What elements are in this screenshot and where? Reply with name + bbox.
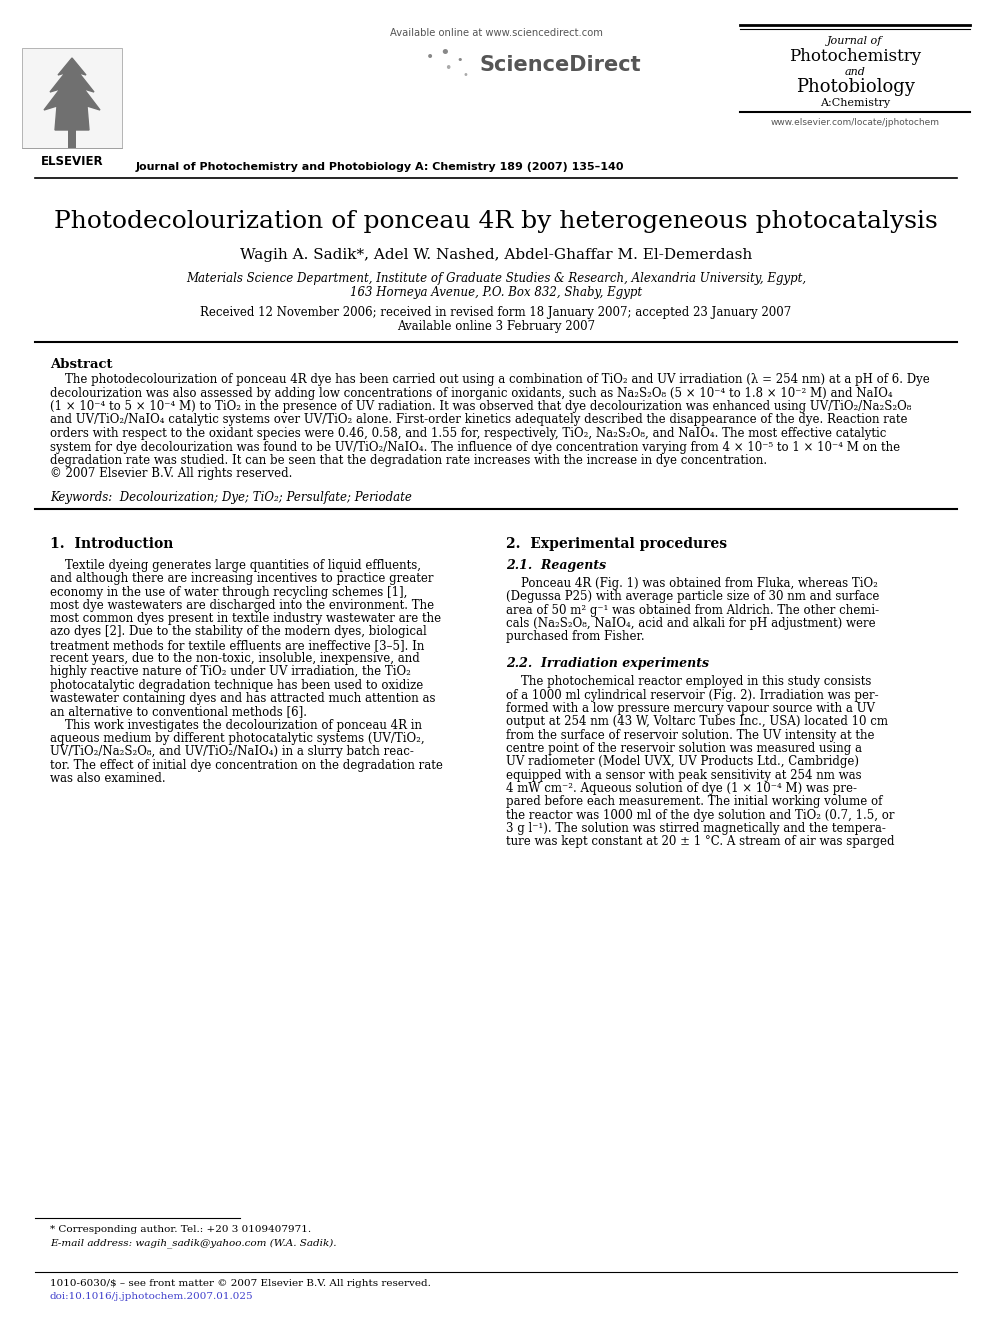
Text: and: and: [844, 67, 865, 77]
Text: The photodecolourization of ponceau 4R dye has been carried out using a combinat: The photodecolourization of ponceau 4R d…: [50, 373, 930, 386]
Text: orders with respect to the oxidant species were 0.46, 0.58, and 1.55 for, respec: orders with respect to the oxidant speci…: [50, 427, 887, 441]
Text: wastewater containing dyes and has attracted much attention as: wastewater containing dyes and has attra…: [50, 692, 435, 705]
Text: formed with a low pressure mercury vapour source with a UV: formed with a low pressure mercury vapou…: [506, 703, 875, 716]
Text: Available online at www.sciencedirect.com: Available online at www.sciencedirect.co…: [390, 28, 602, 38]
Text: and although there are increasing incentives to practice greater: and although there are increasing incent…: [50, 573, 434, 585]
Text: degradation rate was studied. It can be seen that the degradation rate increases: degradation rate was studied. It can be …: [50, 454, 767, 467]
Text: UV radiometer (Model UVX, UV Products Ltd., Cambridge): UV radiometer (Model UVX, UV Products Lt…: [506, 755, 859, 769]
Text: decolourization was also assessed by adding low concentrations of inorganic oxid: decolourization was also assessed by add…: [50, 386, 893, 400]
Text: ELSEVIER: ELSEVIER: [41, 155, 103, 168]
Text: (Degussa P25) with average particle size of 30 nm and surface: (Degussa P25) with average particle size…: [506, 590, 879, 603]
Text: Journal of Photochemistry and Photobiology A: Chemistry 189 (2007) 135–140: Journal of Photochemistry and Photobiolo…: [136, 161, 624, 172]
Text: 2.1.  Reagents: 2.1. Reagents: [506, 560, 606, 572]
Text: azo dyes [2]. Due to the stability of the modern dyes, biological: azo dyes [2]. Due to the stability of th…: [50, 626, 427, 639]
Text: pared before each measurement. The initial working volume of: pared before each measurement. The initi…: [506, 795, 882, 808]
Text: Materials Science Department, Institute of Graduate Studies & Research, Alexandr: Materials Science Department, Institute …: [186, 273, 806, 284]
Text: treatment methods for textile effluents are ineffective [3–5]. In: treatment methods for textile effluents …: [50, 639, 425, 652]
Text: (1 × 10⁻⁴ to 5 × 10⁻⁴ M) to TiO₂ in the presence of UV radiation. It was observe: (1 × 10⁻⁴ to 5 × 10⁻⁴ M) to TiO₂ in the …: [50, 400, 912, 413]
Text: area of 50 m² g⁻¹ was obtained from Aldrich. The other chemi-: area of 50 m² g⁻¹ was obtained from Aldr…: [506, 603, 879, 617]
Text: A:Chemistry: A:Chemistry: [820, 98, 890, 108]
Text: equipped with a sensor with peak sensitivity at 254 nm was: equipped with a sensor with peak sensiti…: [506, 769, 862, 782]
Text: E-mail address: wagih_sadik@yahoo.com (W.A. Sadik).: E-mail address: wagih_sadik@yahoo.com (W…: [50, 1238, 336, 1248]
Polygon shape: [44, 58, 100, 130]
Text: •: •: [444, 62, 451, 75]
Text: Photobiology: Photobiology: [796, 78, 915, 97]
Text: system for dye decolourization was found to be UV/TiO₂/NaIO₄. The influence of d: system for dye decolourization was found…: [50, 441, 900, 454]
Text: www.elsevier.com/locate/jphotochem: www.elsevier.com/locate/jphotochem: [771, 118, 939, 127]
Text: Journal of: Journal of: [827, 36, 883, 46]
Text: and UV/TiO₂/NaIO₄ catalytic systems over UV/TiO₂ alone. First-order kinetics ade: and UV/TiO₂/NaIO₄ catalytic systems over…: [50, 414, 908, 426]
Text: 4 mW cm⁻². Aqueous solution of dye (1 × 10⁻⁴ M) was pre-: 4 mW cm⁻². Aqueous solution of dye (1 × …: [506, 782, 857, 795]
Text: 2.  Experimental procedures: 2. Experimental procedures: [506, 537, 727, 550]
Text: UV/TiO₂/Na₂S₂O₈, and UV/TiO₂/NaIO₄) in a slurry batch reac-: UV/TiO₂/Na₂S₂O₈, and UV/TiO₂/NaIO₄) in a…: [50, 745, 414, 758]
Text: was also examined.: was also examined.: [50, 771, 166, 785]
Text: This work investigates the decolourization of ponceau 4R in: This work investigates the decolourizati…: [50, 718, 422, 732]
Text: Keywords:  Decolourization; Dye; TiO₂; Persulfate; Periodate: Keywords: Decolourization; Dye; TiO₂; Pe…: [50, 491, 412, 504]
Text: ScienceDirect: ScienceDirect: [479, 56, 641, 75]
Text: most common dyes present in textile industry wastewater are the: most common dyes present in textile indu…: [50, 613, 441, 626]
Text: © 2007 Elsevier B.V. All rights reserved.: © 2007 Elsevier B.V. All rights reserved…: [50, 467, 293, 480]
Text: Wagih A. Sadik*, Adel W. Nashed, Abdel-Ghaffar M. El-Demerdash: Wagih A. Sadik*, Adel W. Nashed, Abdel-G…: [240, 247, 752, 262]
Text: The photochemical reactor employed in this study consists: The photochemical reactor employed in th…: [506, 676, 871, 688]
Text: of a 1000 ml cylindrical reservoir (Fig. 2). Irradiation was per-: of a 1000 ml cylindrical reservoir (Fig.…: [506, 689, 879, 701]
Text: Available online 3 February 2007: Available online 3 February 2007: [397, 320, 595, 333]
Text: cals (Na₂S₂O₈, NaIO₄, acid and alkali for pH adjustment) were: cals (Na₂S₂O₈, NaIO₄, acid and alkali fo…: [506, 617, 876, 630]
Text: 3 g l⁻¹). The solution was stirred magnetically and the tempera-: 3 g l⁻¹). The solution was stirred magne…: [506, 822, 886, 835]
Text: Abstract: Abstract: [50, 359, 112, 370]
Text: 1.  Introduction: 1. Introduction: [50, 537, 174, 550]
Text: •: •: [456, 56, 463, 65]
Text: economy in the use of water through recycling schemes [1],: economy in the use of water through recy…: [50, 586, 408, 598]
Text: output at 254 nm (43 W, Voltarc Tubes Inc., USA) located 10 cm: output at 254 nm (43 W, Voltarc Tubes In…: [506, 716, 888, 729]
Bar: [68, 128, 76, 148]
Text: the reactor was 1000 ml of the dye solution and TiO₂ (0.7, 1.5, or: the reactor was 1000 ml of the dye solut…: [506, 808, 895, 822]
Text: Textile dyeing generates large quantities of liquid effluents,: Textile dyeing generates large quantitie…: [50, 560, 421, 572]
Text: photocatalytic degradation technique has been used to oxidize: photocatalytic degradation technique has…: [50, 679, 424, 692]
Text: Photochemistry: Photochemistry: [789, 48, 921, 65]
Text: doi:10.1016/j.jphotochem.2007.01.025: doi:10.1016/j.jphotochem.2007.01.025: [50, 1293, 254, 1301]
Text: Ponceau 4R (Fig. 1) was obtained from Fluka, whereas TiO₂: Ponceau 4R (Fig. 1) was obtained from Fl…: [506, 577, 878, 590]
Text: 1010-6030/$ – see front matter © 2007 Elsevier B.V. All rights reserved.: 1010-6030/$ – see front matter © 2007 El…: [50, 1279, 431, 1289]
Text: most dye wastewaters are discharged into the environment. The: most dye wastewaters are discharged into…: [50, 599, 434, 613]
Text: Received 12 November 2006; received in revised form 18 January 2007; accepted 23: Received 12 November 2006; received in r…: [200, 306, 792, 319]
Text: purchased from Fisher.: purchased from Fisher.: [506, 630, 645, 643]
Text: 163 Horneya Avenue, P.O. Box 832, Shaby, Egypt: 163 Horneya Avenue, P.O. Box 832, Shaby,…: [350, 286, 642, 299]
Text: an alternative to conventional methods [6].: an alternative to conventional methods […: [50, 705, 307, 718]
Text: tor. The effect of initial dye concentration on the degradation rate: tor. The effect of initial dye concentra…: [50, 758, 442, 771]
Text: recent years, due to the non-toxic, insoluble, inexpensive, and: recent years, due to the non-toxic, inso…: [50, 652, 420, 665]
Text: aqueous medium by different photocatalytic systems (UV/TiO₂,: aqueous medium by different photocatalyt…: [50, 732, 425, 745]
Text: from the surface of reservoir solution. The UV intensity at the: from the surface of reservoir solution. …: [506, 729, 875, 742]
Text: ture was kept constant at 20 ± 1 °C. A stream of air was sparged: ture was kept constant at 20 ± 1 °C. A s…: [506, 835, 895, 848]
Text: •: •: [462, 70, 468, 79]
Text: highly reactive nature of TiO₂ under UV irradiation, the TiO₂: highly reactive nature of TiO₂ under UV …: [50, 665, 411, 679]
Text: centre point of the reservoir solution was measured using a: centre point of the reservoir solution w…: [506, 742, 862, 755]
Bar: [22, 48, 122, 148]
Text: Photodecolourization of ponceau 4R by heterogeneous photocatalysis: Photodecolourization of ponceau 4R by he…: [55, 210, 937, 233]
Text: * Corresponding author. Tel.: +20 3 0109407971.: * Corresponding author. Tel.: +20 3 0109…: [50, 1225, 311, 1234]
Text: •: •: [439, 44, 450, 62]
Text: 2.2.  Irradiation experiments: 2.2. Irradiation experiments: [506, 658, 709, 671]
Text: •: •: [426, 50, 434, 64]
